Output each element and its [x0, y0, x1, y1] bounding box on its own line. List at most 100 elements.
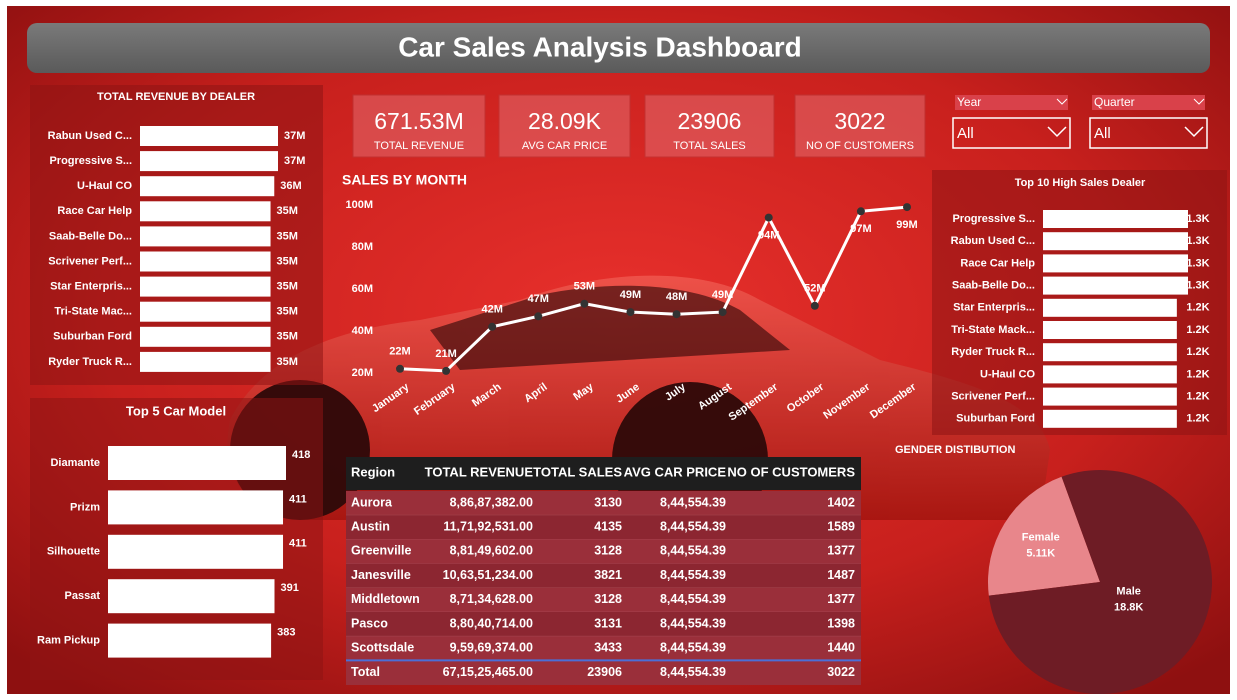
table-header-cell: NO OF CUSTOMERS: [727, 464, 855, 479]
kpi-value: 671.53M: [374, 108, 464, 134]
line-marker: [442, 366, 451, 375]
table-cell: 3131: [594, 616, 622, 630]
bar-category-label: Scrivener Perf...: [48, 255, 132, 267]
bar-value-label: 1.3K: [1186, 213, 1209, 225]
pie-value-label: 5.11K: [1026, 548, 1055, 560]
chart-title: GENDER DISTIBUTION: [895, 444, 1015, 456]
kpi-card: [498, 94, 631, 158]
car-window: [430, 285, 790, 370]
bar: [140, 351, 271, 372]
bar: [140, 176, 275, 197]
bar: [140, 201, 271, 222]
line-value-label: 52M: [804, 283, 825, 295]
bar-value-label: 391: [281, 582, 299, 594]
bar-category-label: Silhouette: [47, 546, 100, 558]
table-cell: 10,63,51,234.00: [443, 568, 533, 582]
bar-value-label: 1.2K: [1186, 346, 1209, 358]
y-tick-label: 20M: [352, 367, 373, 379]
table-cell: 1377: [827, 544, 855, 558]
bar-value-label: 37M: [284, 155, 305, 167]
table-total-cell: 8,44,554.39: [660, 665, 726, 679]
chart-title: TOTAL REVENUE BY DEALER: [97, 91, 255, 103]
table-cell: Austin: [351, 519, 390, 533]
line-value-label: 49M: [620, 289, 641, 301]
table-row: [346, 491, 861, 516]
table-row: [346, 539, 861, 564]
kpi-value: 23906: [678, 108, 742, 134]
table-row: [346, 612, 861, 637]
chart-title: SALES BY MONTH: [342, 172, 467, 188]
bar-category-label: Diamante: [50, 457, 100, 469]
table-cell: 11,71,92,531.00: [443, 519, 533, 533]
bar-category-label: Progressive S...: [49, 155, 132, 167]
bar-value-label: 35M: [277, 205, 298, 217]
bar-category-label: Suburban Ford: [53, 331, 132, 343]
line-value-label: 49M: [712, 289, 733, 301]
bar-category-label: Ram Pickup: [37, 635, 100, 647]
filter-header: [955, 95, 1068, 110]
filter-dropdown[interactable]: [952, 117, 1071, 149]
line-value-label: 99M: [896, 219, 917, 231]
bar: [1043, 387, 1177, 406]
table-header-cell: Region: [351, 464, 395, 479]
table-cell: 1398: [827, 616, 855, 630]
bar-category-label: Ryder Truck R...: [951, 346, 1035, 358]
table-cell: Pasco: [351, 616, 388, 630]
kpi-label: AVG CAR PRICE: [522, 140, 607, 152]
y-tick-label: 100M: [345, 199, 373, 211]
table-cell: 8,44,554.39: [660, 616, 726, 630]
bar-category-label: Saab-Belle Do...: [952, 280, 1035, 292]
line-value-label: 42M: [481, 304, 502, 316]
bar: [140, 226, 271, 247]
bar-value-label: 1.3K: [1186, 280, 1209, 292]
table-cell: 3128: [594, 592, 622, 606]
bar: [108, 490, 284, 525]
table-row: [346, 636, 861, 661]
table-cell: 8,44,554.39: [660, 495, 726, 509]
bar-value-label: 36M: [280, 180, 301, 192]
line-value-label: 21M: [435, 348, 456, 360]
dashboard-title: Car Sales Analysis Dashboard: [398, 31, 802, 62]
table-header-cell: TOTAL SALES: [533, 464, 622, 479]
table-cell: 1487: [827, 568, 855, 582]
table-cell: 4135: [594, 519, 622, 533]
pie-slice: [988, 470, 1212, 694]
bar: [1043, 232, 1188, 251]
bar: [1043, 298, 1177, 317]
bar: [140, 326, 271, 347]
line-value-label: 53M: [574, 281, 595, 293]
line-value-label: 48M: [666, 291, 687, 303]
line-value-label: 47M: [528, 293, 549, 305]
bar-value-label: 418: [292, 449, 310, 461]
chart-title: Top 10 High Sales Dealer: [1015, 177, 1146, 189]
bar-value-label: 1.2K: [1186, 302, 1209, 314]
filter-dropdown[interactable]: [1089, 117, 1208, 149]
bar: [108, 579, 275, 614]
table-header-row: [346, 457, 861, 490]
line-marker: [580, 299, 589, 308]
bar-value-label: 383: [277, 627, 295, 639]
filter-label: Year: [957, 95, 981, 109]
table-cell: 8,80,40,714.00: [450, 616, 533, 630]
bar: [108, 446, 286, 480]
kpi-label: NO OF CUSTOMERS: [806, 140, 914, 152]
bar-value-label: 37M: [284, 130, 305, 142]
table-cell: Greenville: [351, 544, 411, 558]
table-header-cell: AVG CAR PRICE: [624, 464, 727, 479]
bar-value-label: 1.2K: [1186, 413, 1209, 425]
y-tick-label: 80M: [352, 241, 373, 253]
filter-value: All: [1094, 125, 1111, 142]
bar-value-label: 1.2K: [1186, 391, 1209, 403]
sales-line: [399, 205, 908, 373]
line-marker: [626, 308, 635, 317]
chart-title: Top 5 Car Model: [126, 403, 226, 418]
y-tick-label: 60M: [352, 283, 373, 295]
line-marker: [672, 310, 681, 319]
table-cell: 1377: [827, 592, 855, 606]
kpi-card: [644, 94, 775, 158]
table-header-cell: TOTAL REVENUE: [425, 464, 534, 479]
table-cell: 9,59,69,374.00: [450, 640, 533, 654]
table-cell: 3130: [594, 495, 622, 509]
line-value-label: 94M: [758, 230, 779, 242]
